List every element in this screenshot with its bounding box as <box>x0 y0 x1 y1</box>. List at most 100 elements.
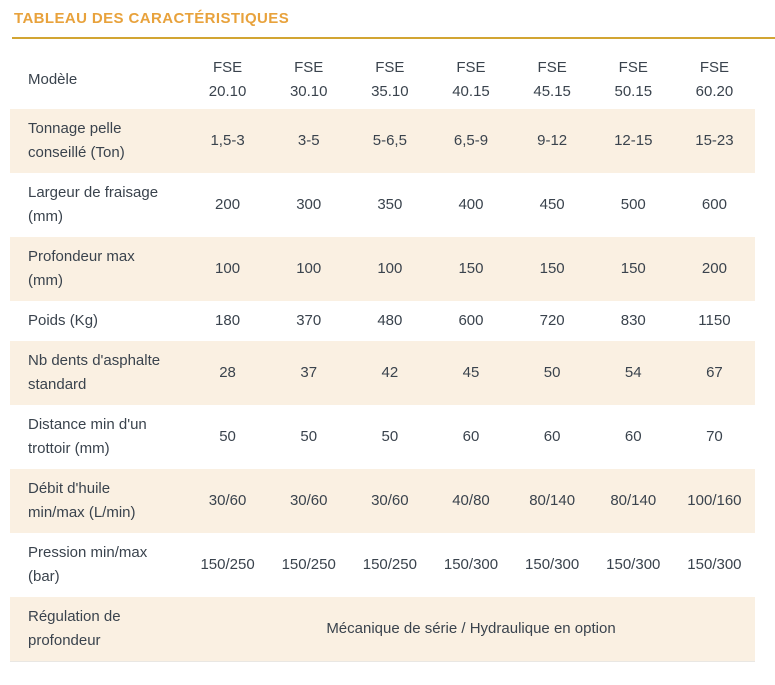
cell-value: 150 <box>458 260 484 277</box>
cell-value: 15-23 <box>695 132 734 149</box>
model-number: 60.20 <box>695 83 734 100</box>
table-row-tonnage: Tonnage pelle conseillé (Ton) 1,5-3 3-5 … <box>10 109 755 173</box>
cell-value: 100 <box>377 260 403 277</box>
table-row-largeur: Largeur de fraisage (mm) 200 300 350 400… <box>10 173 755 237</box>
cell-value: 60 <box>462 428 480 445</box>
cell-value: 12-15 <box>614 132 653 149</box>
model-number: 45.15 <box>533 83 571 100</box>
row-label: Débit d'huile min/max (L/min) <box>28 480 136 521</box>
cell-value: 6,5-9 <box>453 132 489 149</box>
model-number: 35.10 <box>371 83 409 100</box>
table-row-regulation: Régulation de profondeur Mécanique de sé… <box>10 597 755 662</box>
cell-value: 150/300 <box>687 556 742 573</box>
cell-value: 600 <box>458 312 484 329</box>
cell-value: 40/80 <box>452 492 490 509</box>
cell-value: 500 <box>620 196 646 213</box>
table-row-pression: Pression min/max (bar) 150/250 150/250 1… <box>10 533 755 597</box>
column-header-model: Modèle <box>28 71 78 88</box>
cell-value: 350 <box>377 196 403 213</box>
cell-value: 5-6,5 <box>372 132 407 149</box>
model-number: 50.15 <box>614 83 653 100</box>
column-header-fse-40-15: FSE 40.15 <box>430 51 511 109</box>
cell-value-regulation: Mécanique de série / Hydraulique en opti… <box>326 620 616 637</box>
cell-value: 45 <box>462 364 480 381</box>
cell-value: 9-12 <box>537 132 568 149</box>
cell-value: 150/300 <box>443 556 499 573</box>
cell-value: 150/250 <box>362 556 417 573</box>
cell-value: 54 <box>624 364 642 381</box>
cell-value: 60 <box>543 428 561 445</box>
row-label: Régulation de profondeur <box>28 608 121 649</box>
cell-value: 150 <box>620 260 646 277</box>
table-row-profondeur: Profondeur max (mm) 100 100 100 150 150 … <box>10 237 755 301</box>
cell-value: 30/60 <box>371 492 409 509</box>
column-header-fse-30-10: FSE 30.10 <box>268 51 349 109</box>
cell-value: 67 <box>706 364 723 381</box>
cell-value: 28 <box>219 364 236 381</box>
cell-value: 200 <box>701 260 727 277</box>
model-brand: FSE <box>618 59 648 76</box>
cell-value: 150/250 <box>281 556 336 573</box>
title-underline <box>12 37 775 39</box>
cell-value: 720 <box>539 312 565 329</box>
model-brand: FSE <box>212 59 243 76</box>
model-brand: FSE <box>699 59 730 76</box>
cell-value: 180 <box>215 312 241 329</box>
cell-value: 70 <box>706 428 723 445</box>
row-label: Distance min d'un trottoir (mm) <box>28 416 147 457</box>
cell-value: 400 <box>458 196 484 213</box>
cell-value: 42 <box>381 364 399 381</box>
cell-value: 150/300 <box>525 556 580 573</box>
model-brand: FSE <box>537 59 567 76</box>
model-brand: FSE <box>375 59 405 76</box>
table-header-row: Modèle FSE 20.10 FSE 30.10 FSE 35.10 FSE… <box>10 51 755 109</box>
cell-value: 60 <box>624 428 642 445</box>
column-header-fse-45-15: FSE 45.15 <box>512 51 593 109</box>
cell-value: 480 <box>377 312 403 329</box>
cell-value: 37 <box>300 364 318 381</box>
cell-value: 450 <box>539 196 565 213</box>
cell-value: 200 <box>215 196 241 213</box>
table-row-nb-dents: Nb dents d'asphalte standard 28 37 42 45… <box>10 341 755 405</box>
cell-value: 600 <box>701 196 727 213</box>
cell-value: 1150 <box>698 312 731 329</box>
column-header-fse-35-10: FSE 35.10 <box>349 51 430 109</box>
row-label: Pression min/max (bar) <box>28 544 148 585</box>
cell-value: 100/160 <box>687 492 742 509</box>
row-label: Nb dents d'asphalte standard <box>28 352 161 393</box>
table-row-distance-trottoir: Distance min d'un trottoir (mm) 50 50 50… <box>10 405 755 469</box>
cell-value: 50 <box>543 364 561 381</box>
cell-value: 1,5-3 <box>210 132 245 149</box>
cell-value: 50 <box>381 428 399 445</box>
page-title: TABLEAU DES CARACTÉRISTIQUES <box>14 10 290 27</box>
cell-value: 80/140 <box>610 492 657 509</box>
row-label: Profondeur max (mm) <box>28 248 135 289</box>
column-header-fse-50-15: FSE 50.15 <box>593 51 674 109</box>
table-row-poids: Poids (Kg) 180 370 480 600 720 830 1150 <box>10 301 755 341</box>
row-label: Largeur de fraisage (mm) <box>28 184 159 225</box>
model-brand: FSE <box>294 59 324 76</box>
row-label: Tonnage pelle conseillé (Ton) <box>28 120 125 161</box>
model-number: 30.10 <box>289 83 328 100</box>
cell-value: 100 <box>296 260 322 277</box>
cell-value: 100 <box>215 260 241 277</box>
model-number: 40.15 <box>452 83 490 100</box>
cell-value: 50 <box>300 428 318 445</box>
cell-value: 150 <box>539 260 565 277</box>
cell-value: 80/140 <box>529 492 576 509</box>
cell-value: 300 <box>296 196 322 213</box>
column-header-fse-60-20: FSE 60.20 <box>674 51 755 109</box>
model-number: 20.10 <box>208 83 247 100</box>
table-row-debit-huile: Débit d'huile min/max (L/min) 30/60 30/6… <box>10 469 755 533</box>
cell-value: 370 <box>296 312 322 329</box>
characteristics-table: Modèle FSE 20.10 FSE 30.10 FSE 35.10 FSE… <box>10 51 755 662</box>
cell-value: 30/60 <box>208 492 247 509</box>
model-brand: FSE <box>456 59 486 76</box>
cell-value: 50 <box>219 428 236 445</box>
column-header-fse-20-10: FSE 20.10 <box>187 51 268 109</box>
cell-value: 150/250 <box>200 556 255 573</box>
cell-value: 830 <box>620 312 646 329</box>
row-label: Poids (Kg) <box>28 312 99 329</box>
cell-value: 30/60 <box>289 492 328 509</box>
